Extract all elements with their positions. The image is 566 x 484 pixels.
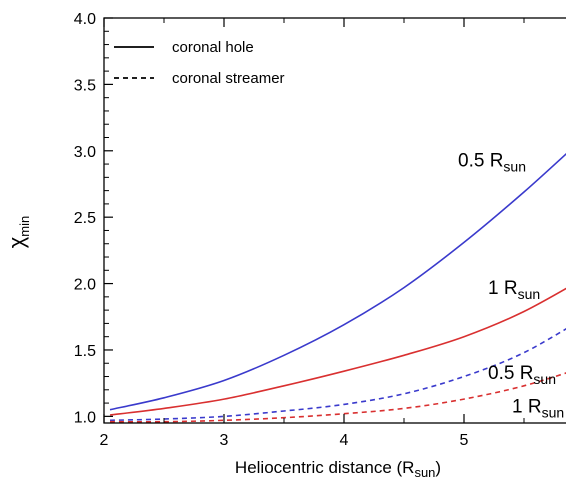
x-tick-label-3: 3 — [220, 432, 229, 449]
y-tick-label-1.5: 1.5 — [74, 343, 96, 360]
curve-label-2: 0.5 Rsun — [488, 363, 556, 387]
x-tick-label-4: 4 — [340, 432, 349, 449]
curve-label-3-main: 1 R — [512, 396, 542, 417]
y-tick-label-2: 2.0 — [74, 277, 96, 294]
curve-label-1: 1 Rsun — [488, 278, 540, 302]
y-tick-label-1: 1.0 — [74, 409, 96, 426]
y-axis-title-main: χ — [4, 236, 29, 248]
y-tick-label-3: 3.0 — [74, 144, 96, 161]
x-axis-title: Heliocentric distance (Rsun) — [235, 458, 441, 480]
x-tick-label-2: 2 — [100, 432, 109, 449]
series-line-1-solid — [109, 287, 566, 416]
legend-label-coronal-hole: coronal hole — [172, 39, 254, 56]
curve-label-3-sub: sun — [542, 404, 565, 420]
curve-label-0-main: 0.5 R — [458, 151, 503, 172]
series-line-2-dashed — [109, 328, 566, 422]
curve-label-2-sub: sun — [533, 371, 556, 387]
y-tick-label-3.5: 3.5 — [74, 77, 96, 94]
series-line-3-dashed — [109, 372, 566, 423]
curve-label-0-sub: sun — [503, 159, 526, 175]
legend: coronal hole coronal streamer — [114, 39, 285, 87]
y-axis-title: χmin — [4, 216, 32, 249]
x-tick-label-5: 5 — [460, 432, 469, 449]
y-tick-label-4: 4.0 — [74, 11, 96, 28]
legend-label-coronal-streamer: coronal streamer — [172, 70, 285, 87]
series-line-0-solid — [109, 152, 566, 411]
series-group — [109, 152, 566, 423]
x-axis-title-sub: sun — [414, 465, 435, 480]
curve-label-0: 0.5 Rsun — [458, 151, 526, 175]
curve-label-2-main: 0.5 R — [488, 363, 533, 384]
y-axis-ticks: 1.0 1.5 2.0 2.5 3.0 3.5 4.0 — [74, 11, 113, 426]
x-axis-title-end: ) — [435, 458, 441, 477]
y-axis-title-sub: min — [17, 216, 32, 237]
curve-label-1-main: 1 R — [488, 278, 518, 299]
curve-label-1-sub: sun — [518, 286, 541, 302]
y-tick-label-2.5: 2.5 — [74, 210, 96, 227]
x-axis-ticks: 23456 — [100, 18, 525, 449]
curve-label-3: 1 Rsun — [512, 396, 564, 420]
x-axis-title-main: Heliocentric distance (R — [235, 458, 415, 477]
